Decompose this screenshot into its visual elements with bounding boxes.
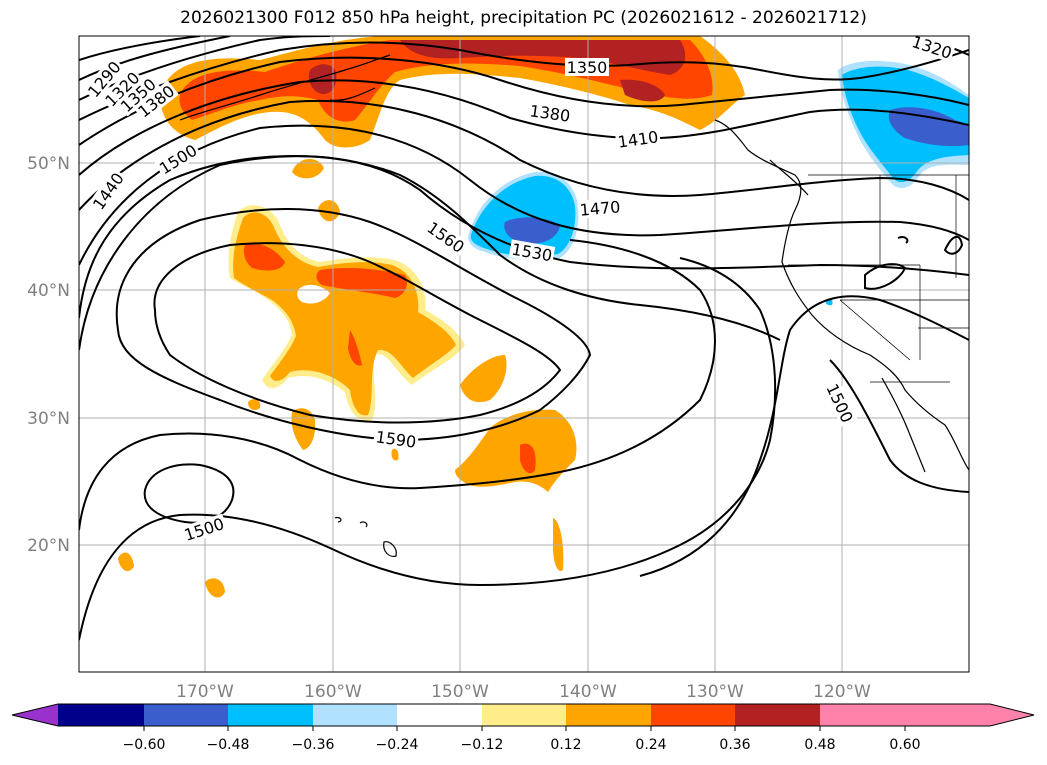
contour-1380 <box>79 56 969 146</box>
contour-1560 <box>79 155 781 341</box>
contour-1500-coast <box>829 359 969 493</box>
contour-1500-east <box>639 295 969 577</box>
colorbar-tick-label: −0.60 <box>123 737 166 753</box>
colorbar-extend-max <box>990 704 1034 726</box>
colorbar: −0.60 −0.48 −0.36 −0.24 −0.12 0.12 0.24 … <box>11 703 1035 753</box>
colorbar-tick-label: −0.48 <box>207 737 250 753</box>
colorbar-tick-label: −0.24 <box>376 737 419 753</box>
contour-1320 <box>79 36 231 81</box>
contour-label: 1350 <box>567 58 608 77</box>
colorbar-swatch <box>905 704 990 726</box>
lake-outline <box>943 235 964 255</box>
lon-label-120w: 120°W <box>813 682 871 702</box>
lon-label-170w: 170°W <box>176 682 234 702</box>
colorbar-swatch <box>651 704 735 726</box>
colorbar-extend-min <box>12 704 58 726</box>
hawaii-island <box>334 516 342 523</box>
precip-central-pacific <box>118 159 577 598</box>
lon-label-150w: 150°W <box>431 682 489 702</box>
lon-label-130w: 130°W <box>686 682 744 702</box>
colorbar-tick-label: 0.24 <box>635 737 666 753</box>
colorbar-swatch <box>482 704 566 726</box>
contour-1470 <box>79 99 969 211</box>
baja-coastline <box>881 377 926 473</box>
colorbar-ticks <box>143 726 906 731</box>
colorbar-tick-label: −0.36 <box>292 737 335 753</box>
colorbar-outline <box>11 703 1035 727</box>
hawaii-island <box>383 541 397 557</box>
colorbar-tick-label: 0.60 <box>889 737 920 753</box>
lon-label-140w: 140°W <box>559 682 617 702</box>
lon-label-160w: 160°W <box>304 682 362 702</box>
contour-1590-inner <box>153 242 562 424</box>
map-frame <box>78 35 970 673</box>
contour-1530-south <box>79 239 716 531</box>
map-background <box>79 36 969 672</box>
map-area: 1290 1320 1350 1380 1440 1500 1560 1530 … <box>79 36 969 672</box>
map-title: 2026021300 F012 850 hPa height, precipit… <box>180 8 867 28</box>
north-america-coastline <box>714 119 969 471</box>
contour-label: 1470 <box>579 197 621 219</box>
colorbar-tick-label: 0.48 <box>804 737 835 753</box>
lat-label-40n: 40°N <box>27 281 70 301</box>
colorbar-swatch <box>313 704 397 726</box>
colorbar-swatch <box>820 704 905 726</box>
contour-1500-south <box>79 257 777 641</box>
contour-1290 <box>79 36 201 61</box>
longitude-labels: 170°W 160°W 150°W 140°W 130°W 120°W <box>176 682 871 702</box>
colorbar-swatch <box>735 704 820 726</box>
lat-label-20n: 20°N <box>27 536 70 556</box>
vancouver-island-coastline <box>769 159 809 196</box>
colorbar-tick-label: 0.36 <box>719 737 750 753</box>
colorbar-swatch <box>228 704 313 726</box>
colorbar-tick-label: −0.12 <box>461 737 504 753</box>
colorbar-swatch <box>566 704 651 726</box>
contour-1530 <box>79 155 969 351</box>
contour-1410 <box>79 79 969 176</box>
contour-1500-closed <box>143 463 235 524</box>
lat-label-30n: 30°N <box>27 409 70 429</box>
contour-1500 <box>79 124 969 266</box>
colorbar-tick-label: 0.12 <box>550 737 581 753</box>
contour-1590 <box>115 208 592 442</box>
aleutian-coastline <box>179 54 391 121</box>
state-border <box>839 299 911 361</box>
lake-outline <box>897 236 909 244</box>
lat-label-50n: 50°N <box>27 154 70 174</box>
latitude-labels: 50°N 40°N 30°N 20°N <box>27 154 70 556</box>
colorbar-swatch <box>397 704 482 726</box>
colorbar-swatch <box>144 704 228 726</box>
hawaii-island <box>359 521 368 528</box>
colorbar-swatch <box>58 704 144 726</box>
